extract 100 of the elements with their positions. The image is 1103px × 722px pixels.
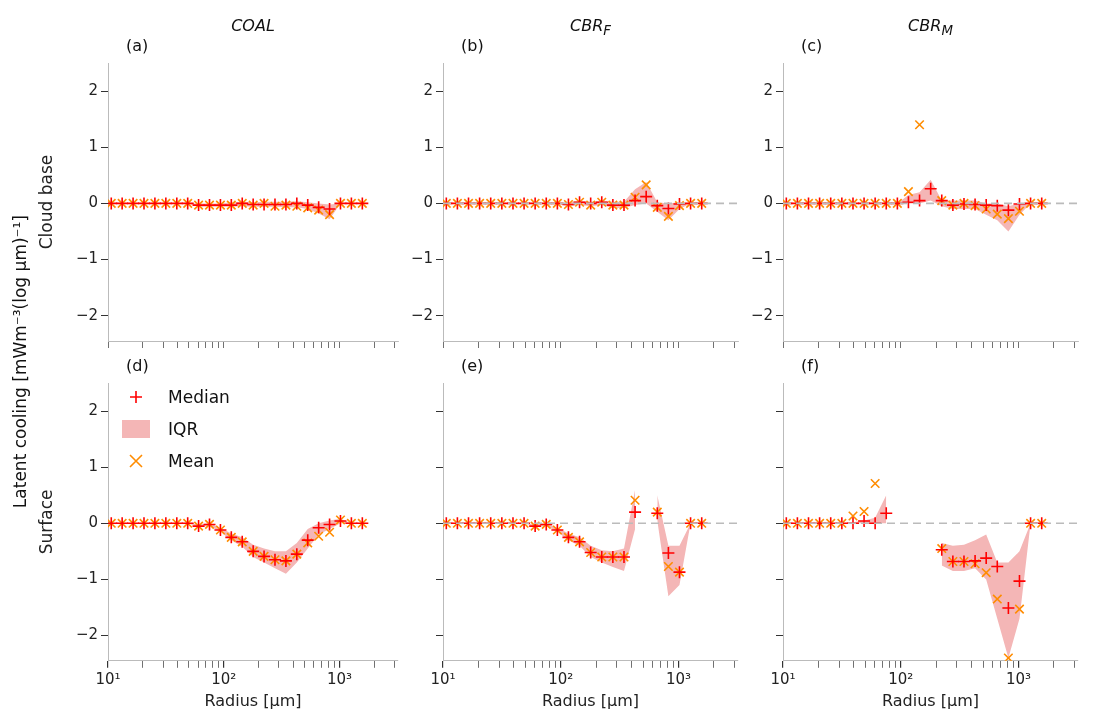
point <box>300 198 315 212</box>
point <box>981 567 992 578</box>
point <box>628 193 642 208</box>
y-tick-label: −1 <box>750 249 773 268</box>
x-tick-label: 10³ <box>326 669 353 688</box>
y-tick-label: −1 <box>410 249 433 268</box>
point <box>269 201 281 212</box>
point <box>585 200 596 211</box>
point <box>630 192 641 203</box>
text: (a) <box>126 36 149 55</box>
legend-label: Median <box>168 387 230 407</box>
y-tick-label: 0 <box>88 513 98 532</box>
y-tick-label: 0 <box>88 193 98 212</box>
y-tick-label: 1 <box>763 137 773 156</box>
y-tick-label: 1 <box>88 137 98 156</box>
text: (c) <box>801 36 823 55</box>
point <box>979 551 993 565</box>
y-tick-label: 1 <box>88 457 98 476</box>
y-tick-label: −1 <box>75 569 98 588</box>
x-axis-title: Radius [μm] <box>882 690 979 710</box>
point <box>970 558 981 569</box>
x-tick-label: 10² <box>211 669 237 688</box>
point <box>313 531 324 542</box>
y-tick-label: −2 <box>410 305 433 324</box>
point <box>324 209 335 220</box>
x-tick-label: 10¹ <box>770 669 796 688</box>
point <box>639 189 653 204</box>
point <box>268 197 282 212</box>
point <box>322 202 337 216</box>
chart-title: CBR$_{F}$ <box>570 16 611 39</box>
point <box>992 594 1003 605</box>
legend-label: IQR <box>168 419 199 439</box>
point <box>879 506 894 520</box>
point <box>992 209 1003 220</box>
point <box>583 196 598 211</box>
y-tick-label: −2 <box>75 625 98 644</box>
point <box>291 201 302 212</box>
point <box>300 533 315 547</box>
point <box>981 203 992 215</box>
point <box>846 516 860 531</box>
y-tick-label: −2 <box>75 305 98 324</box>
y-tick-label: 2 <box>88 80 98 99</box>
x-tick-label: 10¹ <box>95 669 121 688</box>
chart-title: CBR$_{M}$ <box>908 16 953 39</box>
point <box>912 193 927 208</box>
point <box>630 495 641 506</box>
point <box>652 202 663 213</box>
y-axis-title: Cloud base <box>35 154 56 250</box>
y-tick-label: −2 <box>750 305 773 324</box>
x-axis-title: Radius [μm] <box>204 690 302 710</box>
point <box>870 478 881 489</box>
point <box>990 559 1005 574</box>
point <box>914 119 925 130</box>
point <box>968 554 982 568</box>
point <box>313 205 324 216</box>
point <box>857 514 871 528</box>
y-tick-label: 1 <box>423 137 433 156</box>
point <box>663 561 674 572</box>
point <box>324 527 335 538</box>
text: (d) <box>126 356 149 375</box>
x-tick-label: 10² <box>888 669 914 688</box>
y-tick-label: 2 <box>88 400 98 419</box>
point <box>923 182 938 196</box>
y-tick-label: 2 <box>423 80 433 99</box>
y-axis-title: Surface <box>35 489 56 555</box>
point <box>311 520 326 535</box>
point <box>1003 213 1014 224</box>
point <box>1012 574 1027 588</box>
point <box>903 186 914 197</box>
point <box>290 196 304 211</box>
chart-title: COAL <box>231 16 275 35</box>
text: Latent cooling [mWm⁻³(log μm)⁻¹] <box>10 214 30 509</box>
point <box>641 179 652 190</box>
point <box>302 202 313 213</box>
x-tick-label: 10¹ <box>430 669 456 688</box>
point <box>311 200 326 215</box>
point <box>628 505 642 519</box>
point <box>1014 604 1025 615</box>
x-axis-title: Radius [μm] <box>542 690 639 710</box>
point <box>901 195 916 210</box>
text: (f) <box>801 356 820 375</box>
point <box>650 198 665 213</box>
y-tick-label: 2 <box>763 80 773 99</box>
point <box>663 211 674 222</box>
point <box>990 198 1005 213</box>
point <box>322 517 337 532</box>
point <box>1001 203 1016 217</box>
point <box>847 510 859 522</box>
point <box>979 198 993 212</box>
y-tick-label: 0 <box>763 193 773 212</box>
point <box>1001 601 1016 615</box>
x-tick-label: 10² <box>548 669 574 688</box>
point <box>1014 206 1025 217</box>
text: (e) <box>461 356 484 375</box>
text: (b) <box>461 36 484 55</box>
x-tick-label: 10³ <box>1005 669 1032 688</box>
y-tick-label: 0 <box>423 193 433 212</box>
point <box>1003 652 1014 661</box>
y-tick-label: −1 <box>75 249 98 268</box>
point <box>661 201 676 216</box>
